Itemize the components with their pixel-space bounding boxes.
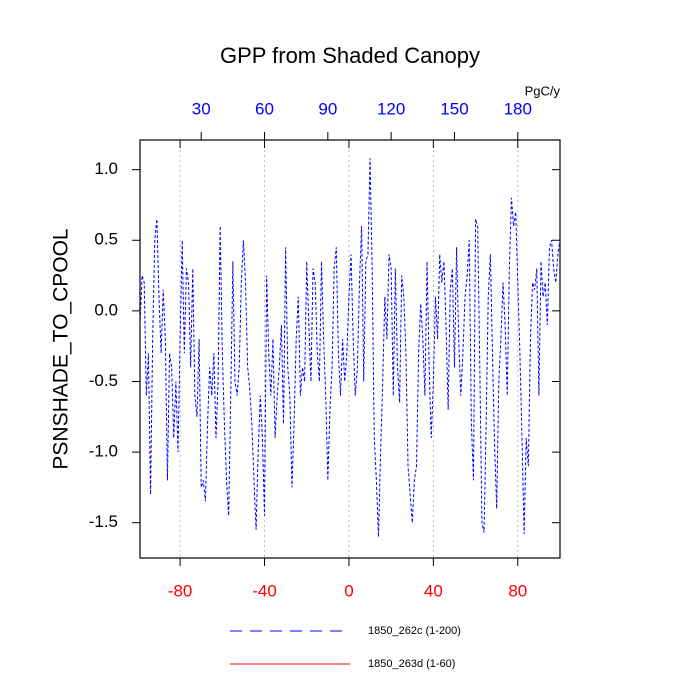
legend-label: 1850_263d (1-60) (368, 658, 455, 670)
data-line (139, 158, 561, 537)
x2-tick-label: 180 (504, 99, 532, 118)
y-tick-label: -1.5 (89, 512, 118, 531)
x-tick-label: 40 (424, 581, 443, 600)
plot-frame (139, 139, 561, 559)
x-tick-label: -80 (168, 581, 193, 600)
y-tick-label: -1.0 (89, 442, 118, 461)
x2-tick-label: 30 (192, 99, 211, 118)
y-axis-label: PSNSHADE_TO_CPOOL (50, 228, 73, 469)
legend-label: 1850_262c (1-200) (368, 625, 461, 637)
x-tick-label: 0 (344, 581, 353, 600)
y-tick-label: 0.5 (94, 230, 118, 249)
x2-tick-label: 90 (318, 99, 337, 118)
x-tick-label: -40 (252, 581, 277, 600)
y-tick-label: 0.0 (94, 300, 118, 319)
x2-tick-label: 120 (377, 99, 405, 118)
chart-title: GPP from Shaded Canopy (220, 43, 480, 68)
x2-tick-label: 60 (255, 99, 274, 118)
x2-axis-label: PgC/y (525, 83, 561, 98)
x2-tick-label: 150 (440, 99, 468, 118)
y-tick-label: 1.0 (94, 159, 118, 178)
y-tick-label: -0.5 (89, 371, 118, 390)
x-tick-label: 80 (508, 581, 527, 600)
